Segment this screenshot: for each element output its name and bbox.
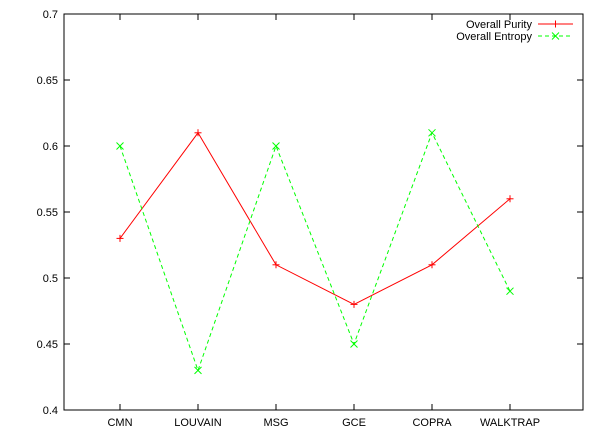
plot-frame <box>63 13 584 411</box>
y-tick-label: 0.45 <box>37 339 58 351</box>
data-point <box>272 261 280 269</box>
x-axis: CMN LOUVAIN MSG GCE COPRA WALKTRAP <box>107 14 540 428</box>
legend-marker <box>552 20 559 28</box>
data-point <box>272 142 280 150</box>
data-point <box>350 340 358 348</box>
y-tick-label: 0.4 <box>43 405 58 417</box>
y-tick-label: 0.7 <box>43 9 58 21</box>
series-line-2 <box>119 131 511 372</box>
x-tick-label: GCE <box>342 417 366 428</box>
x-tick-label: LOUVAIN <box>174 417 222 428</box>
y-tick-label: 0.65 <box>37 75 58 87</box>
data-point <box>116 142 124 150</box>
legend-marker <box>551 32 560 40</box>
legend-label: Overall Purity <box>466 19 533 31</box>
x-tick-label: CMN <box>107 417 132 428</box>
data-point <box>350 300 358 308</box>
data-point <box>194 129 202 137</box>
data-point <box>194 366 202 375</box>
data-point <box>506 287 514 296</box>
y-tick-label: 0.5 <box>43 273 58 285</box>
y-axis: 0.4 0.45 0.5 0.55 0.6 0.65 0.7 <box>37 9 583 417</box>
y-tick-label: 0.6 <box>43 141 58 153</box>
data-point <box>506 195 514 203</box>
x-tick-label: MSG <box>263 417 288 428</box>
x-tick-label: WALKTRAP <box>480 417 540 428</box>
data-point <box>428 128 436 137</box>
series-layer <box>116 128 514 375</box>
y-tick-label: 0.55 <box>37 207 58 219</box>
data-point <box>116 234 124 242</box>
series-line-1 <box>119 131 511 305</box>
x-tick-label: COPRA <box>412 417 452 428</box>
data-point <box>428 261 436 269</box>
legend-label: Overall Entropy <box>456 31 532 43</box>
